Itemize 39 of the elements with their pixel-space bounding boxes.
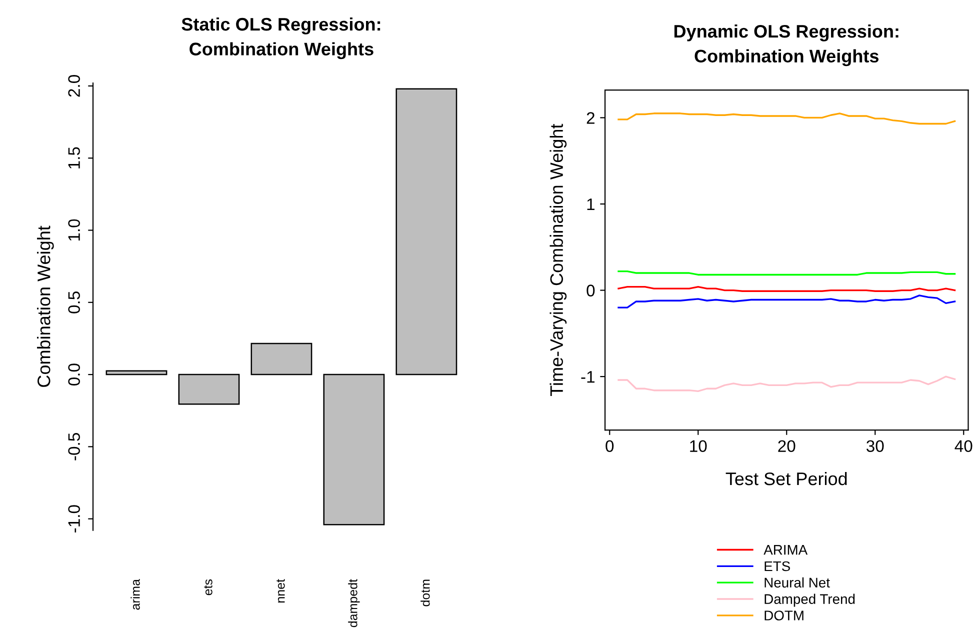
y-tick-label: -1.0 bbox=[68, 505, 80, 532]
x-tick-label: 0 bbox=[606, 440, 614, 452]
legend-label: ARIMA bbox=[764, 545, 808, 555]
chart-title: Static OLS Regression: Combination Weights bbox=[182, 17, 380, 60]
x-tick-label: dampedt bbox=[348, 579, 360, 628]
x-tick-label: 10 bbox=[690, 440, 707, 452]
line-series bbox=[618, 112, 956, 125]
y-tick-label: 0.0 bbox=[68, 364, 80, 386]
legend-label: ETS bbox=[764, 561, 790, 572]
legend-label: DOTM bbox=[764, 610, 804, 620]
bar bbox=[323, 374, 385, 526]
x-tick-label: 40 bbox=[954, 440, 972, 452]
y-tick-label: 2.0 bbox=[68, 75, 80, 97]
y-tick-label: -0.5 bbox=[68, 433, 80, 460]
bar bbox=[106, 370, 168, 376]
y-axis-title: Combination Weight bbox=[37, 226, 54, 387]
bar bbox=[178, 374, 240, 405]
bar bbox=[396, 88, 458, 376]
chart-title: Dynamic OLS Regression: Combination Weights bbox=[674, 24, 898, 66]
x-tick-label: 30 bbox=[866, 440, 884, 452]
x-tick-label: ets bbox=[204, 579, 212, 596]
x-tick-label: arima bbox=[130, 578, 140, 610]
x-tick-label: nnet bbox=[276, 579, 285, 602]
line-series bbox=[618, 376, 956, 392]
x-tick-label: dotm bbox=[420, 580, 430, 606]
y-tick-label: -1 bbox=[581, 371, 594, 383]
y-tick-label: 1 bbox=[587, 198, 594, 210]
y-tick-label: 2 bbox=[586, 112, 594, 124]
line-series bbox=[618, 294, 956, 308]
y-tick-label: 1.5 bbox=[68, 147, 80, 168]
y-tick-label: 1.0 bbox=[68, 219, 80, 241]
bar bbox=[250, 342, 312, 376]
x-axis-title: Test Set Period bbox=[726, 472, 847, 486]
x-tick-label: 20 bbox=[778, 440, 796, 452]
y-tick-label: 0 bbox=[586, 284, 595, 296]
legend-label: Damped Trend bbox=[764, 594, 855, 607]
y-axis-title: Time-Varying Combination Weight bbox=[550, 124, 567, 396]
legend-label: Neural Net bbox=[764, 577, 830, 588]
y-tick-label: 0.5 bbox=[68, 292, 80, 314]
